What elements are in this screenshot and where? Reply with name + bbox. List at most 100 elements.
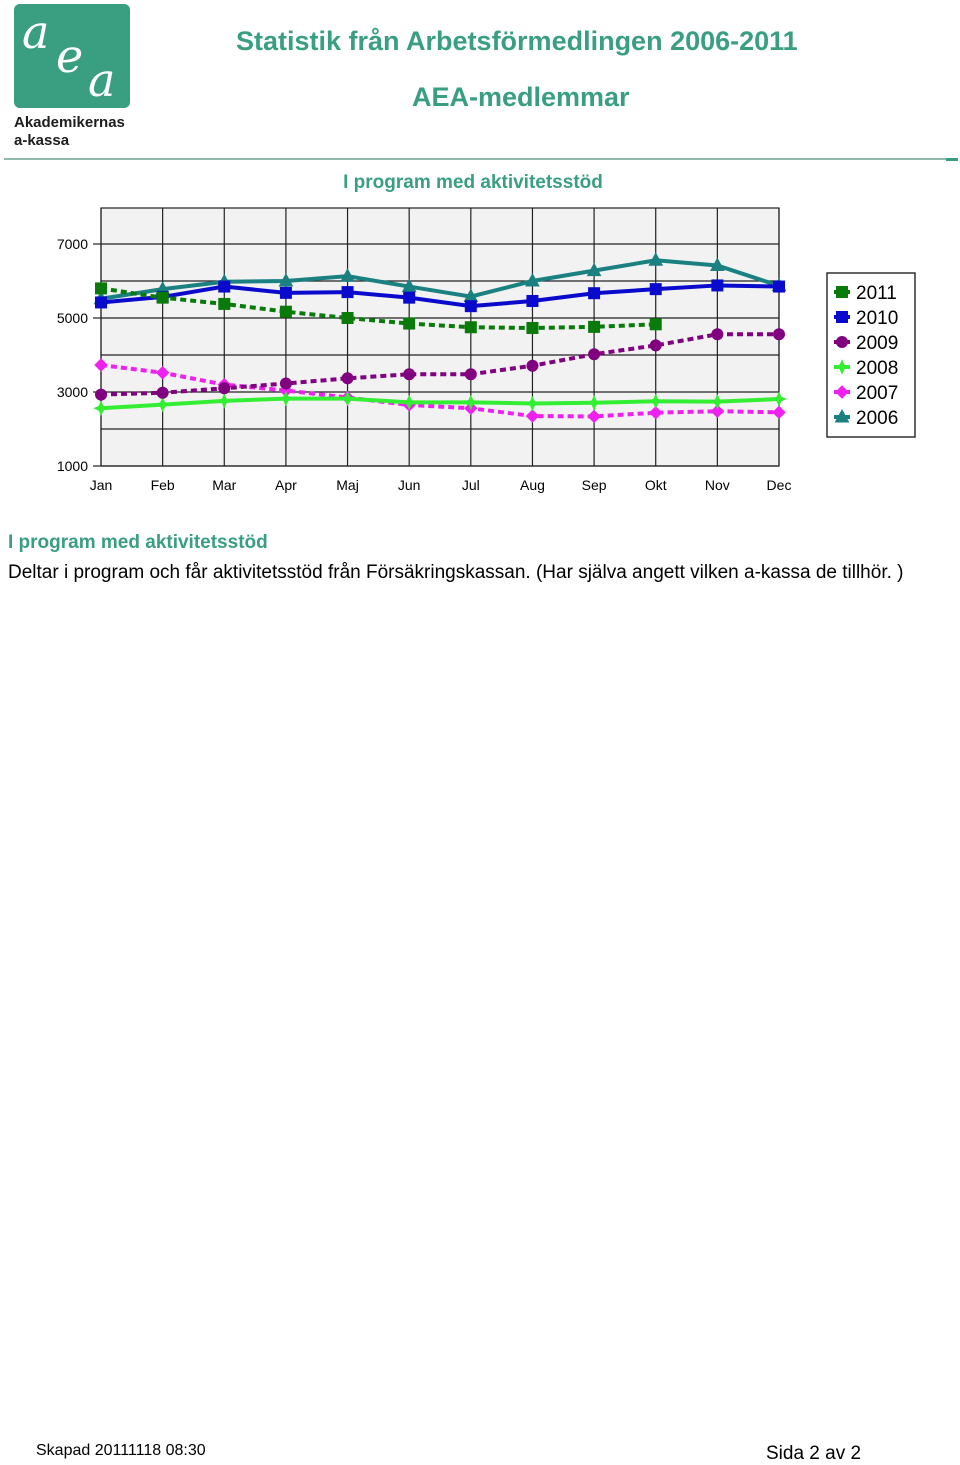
logo-line-2: a-kassa (14, 132, 70, 149)
data-point-2010 (588, 287, 601, 300)
legend-item-2006: 2006 (834, 408, 898, 429)
series-line-2008 (100, 396, 780, 411)
legend-label: 2011 (856, 283, 897, 304)
series-2009 (95, 328, 785, 401)
data-point-2007 (525, 409, 540, 423)
y-tick-label: 3000 (57, 384, 88, 400)
data-point-2006 (278, 272, 294, 287)
data-point-2010 (526, 294, 539, 307)
x-tick-label: Aug (520, 477, 545, 493)
data-point-2009 (218, 382, 231, 395)
data-point-2010 (279, 286, 292, 299)
data-point-2009 (588, 348, 601, 361)
data-point-2007 (710, 404, 725, 418)
data-point-2009 (649, 339, 662, 352)
data-point-2008 (709, 393, 726, 410)
page-subtitle: AEA-medlemmar (412, 82, 630, 112)
legend-label: 2008 (856, 358, 898, 379)
legend-swatch-marker (834, 359, 850, 375)
description-heading: I program med aktivitetsstöd (8, 532, 268, 553)
data-point-2009 (711, 328, 724, 341)
svg-text:a: a (88, 53, 115, 107)
data-point-2008 (154, 396, 171, 413)
chart-title: I program med aktivitetsstöd (343, 172, 603, 193)
data-point-2008 (401, 394, 417, 411)
data-point-2008 (278, 390, 294, 407)
data-point-2008 (93, 400, 109, 417)
plot-area (100, 207, 780, 467)
legend-item-2009: 2009 (834, 333, 898, 354)
footer-created: Skapad 20111118 08:30 (36, 1442, 206, 1459)
x-tick-label: Nov (705, 477, 730, 493)
data-point-2011 (526, 321, 539, 334)
x-tick-label: Jul (462, 477, 480, 493)
legend-item-2010: 2010 (834, 308, 898, 329)
header-divider (4, 158, 948, 160)
data-point-2009 (341, 372, 354, 385)
data-point-2009 (526, 359, 539, 372)
x-tick-label: Sep (582, 477, 607, 493)
data-point-2006 (401, 278, 417, 293)
svg-text:a: a (22, 5, 49, 59)
data-point-2009 (279, 377, 292, 390)
legend-swatch-marker (836, 311, 848, 323)
data-point-2008 (524, 395, 541, 412)
legend-label: 2009 (856, 333, 898, 354)
data-point-2011 (218, 297, 231, 310)
data-point-2011 (464, 321, 477, 334)
data-point-2010 (711, 279, 724, 292)
data-point-2011 (95, 282, 107, 295)
data-point-2010 (218, 280, 231, 293)
logo: a e a Akademikernas a-kassa (14, 4, 144, 150)
legend-swatch-marker (836, 336, 848, 348)
data-point-2006 (648, 252, 664, 266)
logo-wordmark: Akademikernas a-kassa (14, 114, 144, 150)
footer-page-number: Sida 2 av 2 (766, 1443, 862, 1464)
data-point-2007 (649, 406, 663, 420)
y-axis: 7000 5000 3000 1000 (57, 236, 101, 474)
legend-item-2007: 2007 (834, 383, 898, 404)
legend-swatch-marker (835, 385, 849, 399)
data-point-2011 (588, 320, 601, 333)
data-point-2006 (586, 262, 602, 277)
x-tick-label: Jun (398, 477, 421, 493)
y-tick-label: 5000 (57, 310, 88, 326)
grid (100, 208, 780, 467)
x-tick-label: Maj (336, 477, 359, 493)
data-point-2006 (710, 257, 725, 271)
legend-box (826, 272, 916, 438)
data-point-2010 (95, 296, 107, 309)
x-tick-label: Jan (90, 477, 113, 493)
data-point-2008 (339, 390, 356, 407)
logo-line-1: Akademikernas (14, 114, 125, 131)
aea-logo-mark: a e a (14, 4, 130, 108)
series-2011 (95, 282, 662, 334)
data-point-2011 (279, 305, 292, 318)
y-tick-label: 1000 (57, 458, 88, 474)
legend-item-2008: 2008 (834, 358, 898, 379)
header-divider-accent (946, 158, 958, 161)
data-point-2007 (587, 409, 601, 424)
x-tick-label: Dec (767, 477, 792, 493)
data-point-2007 (155, 366, 170, 380)
series-line-2011 (100, 286, 656, 330)
legend-swatch-marker (836, 286, 848, 298)
x-axis: Jan Feb Mar Apr Maj Jun Jul Aug Sep Okt Nov Dec (90, 477, 792, 493)
data-point-2006 (340, 268, 355, 282)
data-point-2010 (403, 291, 416, 304)
series-line-2006 (100, 258, 780, 301)
page-title: Statistik från Arbetsförmedlingen 2006-2… (236, 26, 798, 56)
series-2008 (93, 390, 787, 417)
series-group (93, 252, 787, 424)
data-point-2006 (525, 272, 540, 287)
description-text: Deltar i program och får aktivitetsstöd … (8, 562, 904, 583)
data-point-2011 (156, 291, 169, 304)
data-point-2007 (94, 358, 108, 372)
data-point-2009 (156, 386, 169, 399)
x-tick-label: Mar (212, 477, 236, 493)
data-point-2009 (773, 328, 785, 341)
data-point-2008 (647, 393, 664, 409)
data-point-2011 (403, 317, 416, 330)
line-chart: 7000 5000 3000 1000 Jan Feb Mar Apr Maj Jun Jul Au… (57, 207, 916, 493)
data-point-2008 (771, 391, 787, 407)
